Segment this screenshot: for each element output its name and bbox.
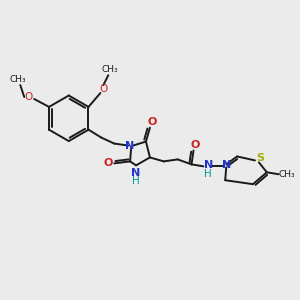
Text: N: N <box>125 140 135 151</box>
Text: S: S <box>256 153 264 164</box>
Text: O: O <box>99 84 107 94</box>
Text: N: N <box>204 160 213 170</box>
Text: CH₃: CH₃ <box>102 65 119 74</box>
Text: H: H <box>132 176 140 186</box>
Text: N: N <box>131 168 141 178</box>
Text: CH₃: CH₃ <box>278 170 295 179</box>
Text: H: H <box>205 169 212 179</box>
Text: O: O <box>191 140 200 150</box>
Text: CH₃: CH₃ <box>10 75 27 84</box>
Text: O: O <box>147 117 157 127</box>
Text: O: O <box>103 158 113 168</box>
Text: N: N <box>222 160 231 170</box>
Text: O: O <box>24 92 32 102</box>
